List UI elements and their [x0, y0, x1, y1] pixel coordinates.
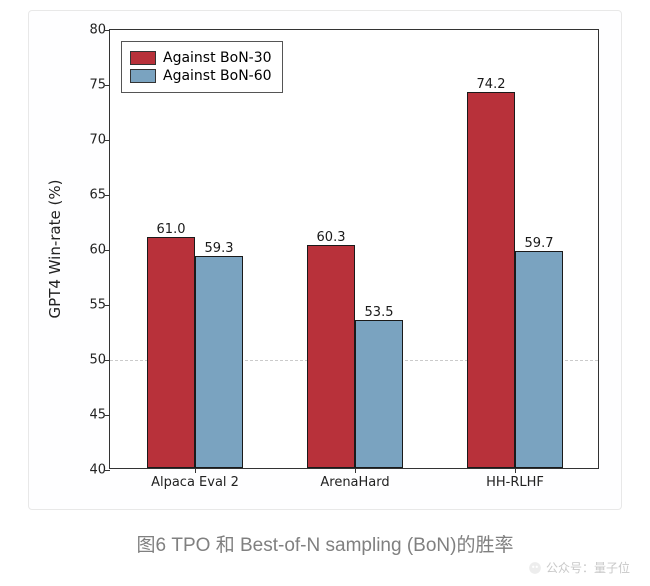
bar	[467, 92, 515, 468]
figure-caption: 图6 TPO 和 Best-of-N sampling (BoN)的胜率	[0, 530, 650, 557]
legend-label: Against BoN-60	[163, 68, 272, 84]
bar	[147, 237, 195, 468]
legend-item: Against BoN-60	[130, 68, 272, 84]
x-tick-label: ArenaHard	[320, 475, 389, 490]
bar-value-label: 74.2	[477, 77, 506, 92]
x-tick-label: HH-RLHF	[486, 475, 544, 490]
bar	[515, 251, 563, 468]
y-tick-label: 60	[80, 243, 106, 258]
chart-panel: GPT4 Win-rate (%) 40 45 50 55 60 65 70 75 80 Alpa…	[28, 10, 622, 510]
y-axis-label: GPT4 Win-rate (%)	[46, 180, 64, 319]
watermark-text: 公众号：量子位	[546, 559, 630, 576]
bar-value-label: 60.3	[317, 230, 346, 245]
plot-area: 404550556065707580Alpaca Eval 261.059.3A…	[109, 29, 599, 469]
legend-item: Against BoN-30	[130, 50, 272, 66]
bar-value-label: 59.3	[205, 241, 234, 256]
y-tick-label: 55	[80, 298, 106, 313]
bar-value-label: 59.7	[525, 236, 554, 251]
bar	[307, 245, 355, 468]
bar	[195, 256, 243, 468]
bar-value-label: 61.0	[157, 222, 186, 237]
y-tick-label: 75	[80, 78, 106, 93]
y-tick-label: 50	[80, 353, 106, 368]
y-tick-label: 40	[80, 463, 106, 478]
y-tick-label: 45	[80, 408, 106, 423]
legend-swatch	[130, 51, 156, 65]
legend-swatch	[130, 69, 156, 83]
y-tick-label: 80	[80, 23, 106, 38]
x-tick-label: Alpaca Eval 2	[151, 475, 239, 490]
bar-value-label: 53.5	[365, 305, 394, 320]
watermark: 公众号：量子位	[528, 559, 630, 576]
legend-label: Against BoN-30	[163, 50, 272, 66]
y-tick-label: 70	[80, 133, 106, 148]
legend: Against BoN-30 Against BoN-60	[121, 41, 283, 93]
y-tick-label: 65	[80, 188, 106, 203]
bar	[355, 320, 403, 469]
